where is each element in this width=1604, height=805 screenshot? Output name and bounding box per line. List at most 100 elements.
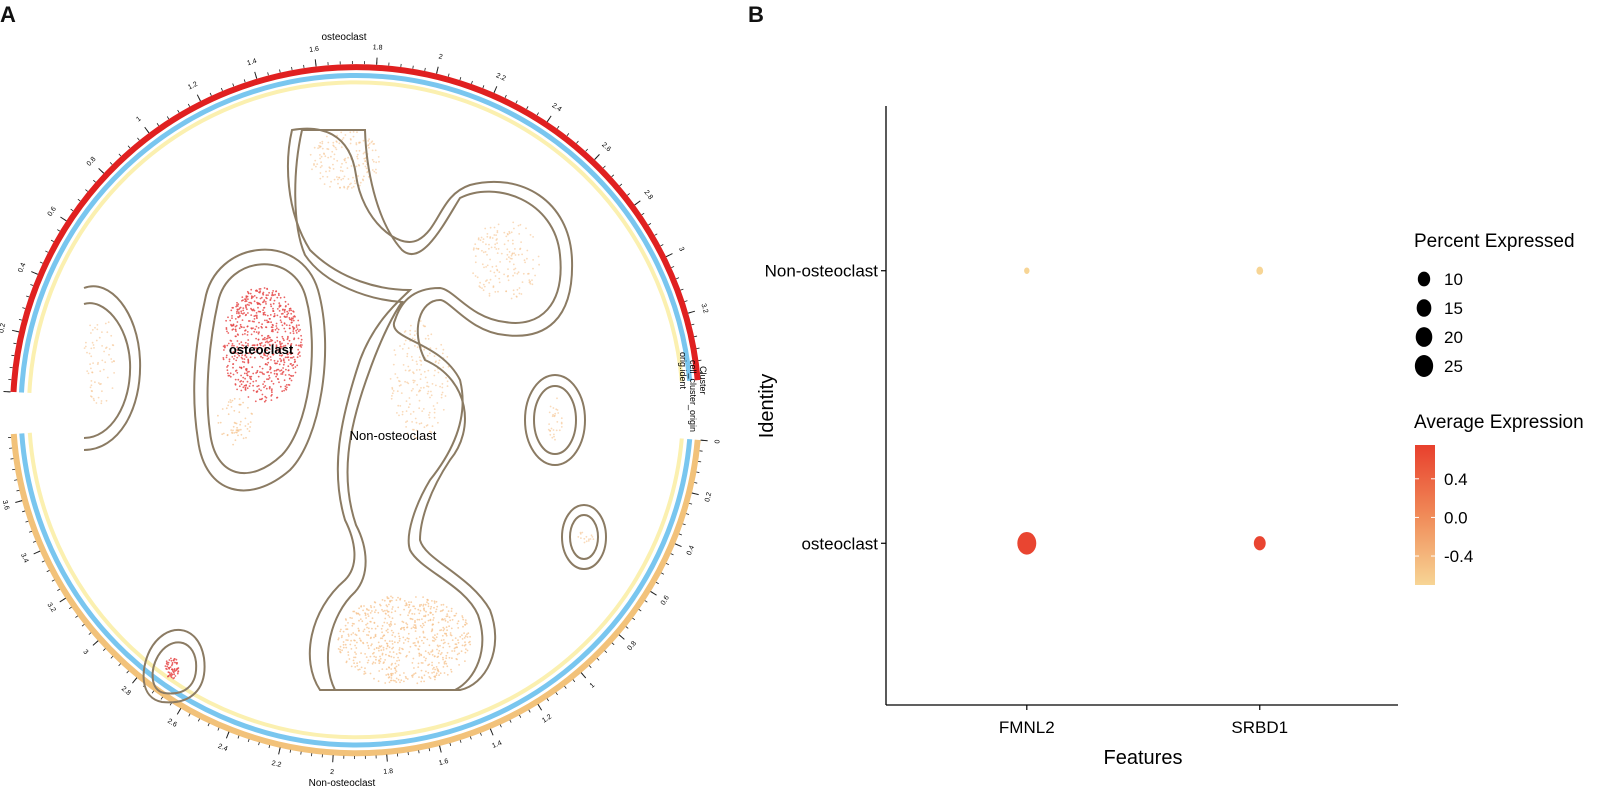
non-osteoclast-cell — [414, 630, 417, 632]
osteoclast-cell — [250, 333, 253, 336]
non-osteoclast-axis-minor-tick — [665, 562, 670, 566]
non-osteoclast-cell — [392, 646, 395, 649]
osteoclast-cell — [234, 348, 237, 351]
non-osteoclast-cell — [466, 649, 469, 652]
non-osteoclast-cell — [409, 413, 412, 415]
osteoclast-cell — [168, 667, 171, 670]
non-osteoclast-cell — [382, 662, 385, 664]
osteoclast-cell — [172, 659, 175, 662]
non-osteoclast-cell — [426, 601, 428, 603]
non-osteoclast-cell — [431, 649, 434, 651]
osteoclast-cell — [297, 348, 300, 351]
non-osteoclast-cell — [444, 641, 446, 644]
color-legend-title: Average Expression — [1414, 412, 1584, 433]
osteoclast-cell — [256, 344, 259, 347]
osteoclast-cell — [243, 326, 245, 329]
osteoclast-cell — [271, 391, 273, 394]
non-osteoclast-cell — [385, 613, 387, 615]
non-osteoclast-cell — [462, 618, 465, 621]
osteoclast-cell — [244, 341, 247, 344]
non-osteoclast-cell — [319, 166, 322, 169]
osteoclast-cell — [288, 373, 290, 376]
osteoclast-cell — [250, 295, 253, 298]
osteoclast-cell — [239, 306, 242, 309]
non-osteoclast-cell — [374, 627, 377, 630]
non-osteoclast-cell — [357, 612, 360, 615]
osteoclast-cell — [260, 325, 263, 328]
non-osteoclast-cell — [477, 238, 480, 241]
osteoclast-cell — [253, 320, 255, 323]
non-osteoclast-axis-minor-tick — [46, 570, 50, 573]
non-osteoclast-cell — [435, 360, 437, 363]
non-osteoclast-axis-minor-tick — [237, 735, 240, 739]
osteoclast-cell — [244, 386, 247, 389]
non-osteoclast-cell — [556, 409, 559, 411]
osteoclast-cell — [281, 373, 284, 375]
non-osteoclast-cell — [508, 251, 511, 253]
non-osteoclast-cell — [512, 242, 514, 245]
osteoclast-axis-tick-label: 1.2 — [187, 81, 199, 92]
osteoclast-axis-minor-tick — [671, 266, 675, 269]
non-osteoclast-cell — [404, 604, 407, 607]
contour-bottomleft-outer — [142, 628, 206, 704]
osteoclast-cell — [245, 356, 248, 358]
non-osteoclast-cell — [413, 667, 415, 669]
non-osteoclast-cell — [339, 651, 342, 654]
osteoclast-cell — [244, 377, 247, 380]
non-osteoclast-cell — [394, 672, 397, 674]
osteoclast-cell — [288, 324, 291, 327]
non-osteoclast-cell — [433, 408, 436, 410]
non-osteoclast-cell — [411, 676, 414, 678]
non-osteoclast-cell — [474, 255, 477, 257]
non-osteoclast-cell — [388, 681, 391, 684]
non-osteoclast-cell — [386, 609, 388, 612]
non-osteoclast-cell — [433, 666, 435, 669]
osteoclast-cell — [276, 336, 278, 339]
contour-osteoclast-inner — [206, 263, 313, 475]
osteoclast-axis-minor-tick — [209, 92, 212, 96]
non-osteoclast-cell — [364, 672, 367, 675]
non-osteoclast-cell — [485, 280, 487, 282]
non-osteoclast-axis-minor-tick — [555, 692, 558, 696]
osteoclast-cell — [249, 375, 251, 378]
osteoclast-cell — [290, 344, 292, 346]
osteoclast-cell — [255, 372, 257, 374]
non-osteoclast-cell — [359, 181, 362, 184]
non-osteoclast-cell — [428, 653, 431, 656]
osteoclast-cell — [175, 662, 178, 664]
non-osteoclast-cell — [445, 376, 447, 379]
non-osteoclast-cell — [397, 404, 400, 407]
non-osteoclast-cell — [429, 612, 432, 614]
non-osteoclast-cell — [319, 154, 321, 156]
non-osteoclast-cell — [464, 624, 467, 626]
non-osteoclast-cell — [311, 168, 313, 171]
osteoclast-cell — [295, 344, 298, 346]
non-osteoclast-cell — [464, 660, 466, 662]
non-osteoclast-axis-minor-tick — [207, 723, 210, 727]
non-osteoclast-cell — [369, 612, 372, 614]
non-osteoclast-cell — [358, 149, 361, 152]
non-osteoclast-cell — [353, 656, 355, 659]
non-osteoclast-cell — [441, 391, 444, 394]
non-osteoclast-axis-tick-label: 3.2 — [45, 602, 56, 614]
non-osteoclast-cell — [435, 636, 438, 639]
osteoclast-cell — [266, 358, 269, 361]
osteoclast-cell — [236, 310, 238, 313]
osteoclast-cell — [278, 294, 280, 297]
non-osteoclast-cell — [371, 149, 374, 152]
non-osteoclast-cell — [442, 639, 445, 641]
non-osteoclast-cell — [412, 410, 415, 413]
osteoclast-cell — [240, 325, 242, 328]
osteoclast-cell — [235, 305, 238, 308]
non-osteoclast-cell — [90, 395, 92, 398]
non-osteoclast-cell — [221, 433, 224, 436]
osteoclast-cell — [236, 388, 239, 391]
non-osteoclast-cell — [439, 385, 441, 388]
non-osteoclast-cell — [319, 141, 322, 144]
non-osteoclast-cell — [481, 249, 483, 252]
non-osteoclast-axis-minor-tick — [499, 724, 502, 728]
non-osteoclast-cell — [389, 378, 392, 380]
non-osteoclast-cell — [235, 429, 238, 431]
non-osteoclast-axis-tick-label: 0.4 — [686, 545, 696, 557]
osteoclast-cell — [266, 297, 268, 300]
